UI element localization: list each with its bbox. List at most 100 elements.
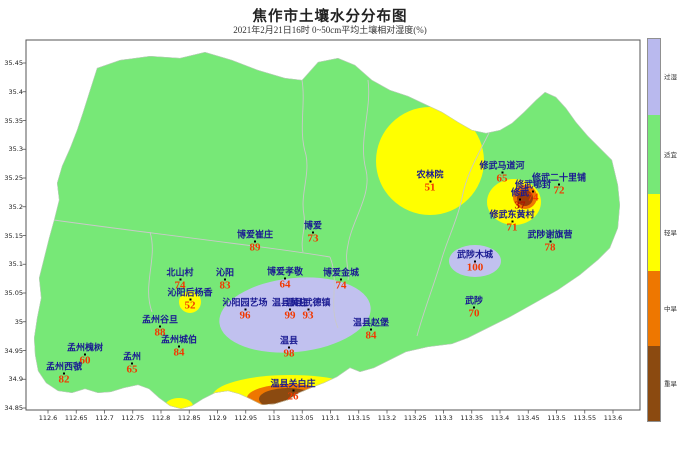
station-value: 64 [279,278,291,291]
map-station: 修武马道河 65 [479,161,524,185]
station-name: 博爱 [303,220,323,231]
station-dot-marker [130,362,133,365]
station-value: 84 [173,346,185,359]
station-value: 74 [527,191,539,204]
x-tick-label: 113.35 [460,414,484,422]
station-name: 武陟 [464,295,484,306]
station-name: 北山村 [166,267,194,278]
station-value: 70 [468,307,480,320]
map-station: 修武郇封 74 [515,180,551,204]
station-dot-marker [177,345,180,348]
page-title: 焦作市土壤水分分布图 [252,9,408,25]
map-station: 沁阳 83 [215,267,235,292]
map-station: 沁阳园艺场 96 [222,297,268,322]
station-dot-marker [243,308,246,311]
station-name: 温县武德镇 [285,297,331,308]
station-value: 71 [506,221,518,234]
light-drought-patch-southwest [165,398,193,409]
y-tick-label: 34.85 [4,404,23,412]
station-dot-marker [369,328,372,331]
y-tick-label: 35.1 [8,260,23,269]
station-dot-marker [288,308,291,311]
map-station: 修武二十里铺 72 [532,173,586,197]
x-tick-label: 112.6 [38,414,58,422]
station-dot-marker [253,240,256,243]
x-tick-label: 113.4 [490,414,510,422]
legend-label: 轻旱 [664,229,677,237]
station-value: 74 [174,279,186,292]
station-dot-marker [188,298,191,301]
station-name: 博爱金城 [322,267,360,278]
station-value: 60 [79,354,91,367]
legend-swatch [648,346,660,421]
station-name: 孟州槐树 [66,342,104,353]
map-station: 温县关白庄 26 [270,379,315,403]
x-tick-label: 112.65 [64,414,88,422]
station-value: 98 [283,347,295,360]
station-name: 博爱孝敬 [266,266,304,277]
station-dot-marker [531,190,534,193]
legend-swatch [648,194,660,271]
x-tick-label: 112.95 [234,414,258,422]
station-name: 博爱崔庄 [236,229,274,240]
legend-label: 中旱 [664,305,677,313]
x-tick-label: 113.15 [347,414,371,422]
station-value: 99 [284,309,296,322]
light-drought-patch-nonglinyuan [376,107,484,215]
station-dot-marker [83,353,86,356]
x-tick-label: 113.5 [547,414,566,422]
y-tick-label: 35.3 [8,145,23,154]
station-dot-marker [158,325,161,328]
station-name: 孟州西虢 [45,361,83,372]
station-value: 73 [307,232,319,245]
map-station: 博爱孝敬 64 [266,266,304,291]
x-tick-label: 112.85 [177,414,201,422]
x-tick-label: 113.1 [321,414,340,422]
station-name: 孟州城伯 [160,334,198,345]
station-value: 78 [544,241,556,254]
station-dot-marker [473,260,476,263]
overwet-patch-wenxian [219,277,371,353]
legend-label: 适宜 [664,151,677,159]
station-name: 温县黄庄 [271,297,309,308]
station-value: 52 [184,299,196,312]
legend-swatch [648,271,660,346]
x-tick-label: 113.55 [573,414,597,422]
station-name: 沁阳 [215,267,235,278]
map-station: 温县黄庄 99 [271,297,309,322]
x-tick-label: 113.2 [377,414,397,422]
station-value: 83 [219,279,231,292]
x-tick-label: 112.9 [208,414,227,422]
y-tick-label: 35.4 [8,87,23,96]
station-name: 孟州谷旦 [141,314,179,325]
station-value: 84 [365,329,377,342]
station-name: 沁阳园艺场 [222,297,268,308]
station-dot-marker [287,346,290,349]
station-dot-marker [500,171,503,174]
light-drought-patch-qinyang [179,291,201,313]
y-tick-label: 35.15 [4,231,23,240]
station-dot-marker [428,180,431,183]
station-value: 93 [302,309,314,322]
station-name: 武陟木城 [456,249,494,260]
plot-frame [25,39,641,411]
station-name: 温县 [279,335,299,346]
x-tick-label: 112.8 [151,414,171,422]
y-tick-label: 35.35 [4,116,23,125]
x-tick-label: 113 [267,414,281,422]
station-dot-marker [510,220,513,223]
legend-swatch [648,115,660,194]
y-tick-label: 35.45 [4,59,23,67]
station-dot-marker [339,278,342,281]
y-tick-label: 35 [14,317,23,326]
station-value: 88 [154,326,166,339]
station-name: 孟州 [122,351,142,362]
map-station: 孟州谷旦 88 [141,314,179,339]
map-station: 孟州西虢 82 [45,361,83,386]
x-tick-label: 112.75 [121,414,145,422]
station-name: 修武 [510,187,530,198]
map-station: 武陟木城 100 [456,249,494,274]
x-tick-label: 113.25 [403,414,427,422]
map-station: 孟州城伯 84 [160,334,198,359]
